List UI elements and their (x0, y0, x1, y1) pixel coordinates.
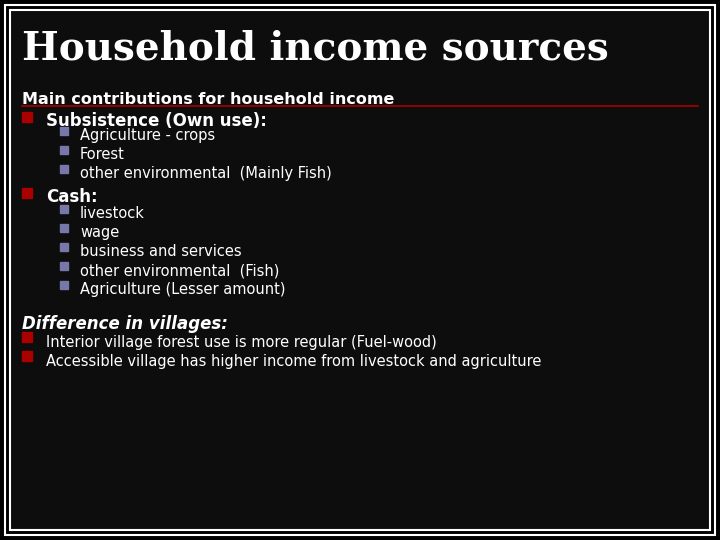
Bar (60, 165, 68, 173)
Text: Interior village forest use is more regular (Fuel-wood): Interior village forest use is more regu… (46, 335, 437, 350)
Bar (22, 332, 32, 342)
Bar (60, 205, 68, 213)
Bar (60, 146, 68, 154)
Bar (60, 127, 68, 135)
Text: business and services: business and services (80, 244, 242, 259)
Text: Difference in villages:: Difference in villages: (22, 315, 228, 333)
Text: Main contributions for household income: Main contributions for household income (22, 92, 395, 107)
Bar (22, 188, 32, 198)
Text: Cash:: Cash: (46, 188, 98, 206)
Text: other environmental  (Fish): other environmental (Fish) (80, 263, 279, 278)
Bar (60, 243, 68, 251)
Text: wage: wage (80, 225, 120, 240)
Bar (22, 112, 32, 122)
Text: Agriculture (Lesser amount): Agriculture (Lesser amount) (80, 282, 286, 297)
Text: Agriculture - crops: Agriculture - crops (80, 128, 215, 143)
Bar (60, 224, 68, 232)
Text: Household income sources: Household income sources (22, 30, 608, 68)
Text: Forest: Forest (80, 147, 125, 162)
Bar (60, 262, 68, 270)
Text: livestock: livestock (80, 206, 145, 221)
FancyBboxPatch shape (5, 5, 715, 535)
FancyBboxPatch shape (10, 10, 710, 530)
Text: Subsistence (Own use):: Subsistence (Own use): (46, 112, 267, 130)
Bar (60, 281, 68, 289)
Text: other environmental  (Mainly Fish): other environmental (Mainly Fish) (80, 166, 332, 181)
Bar (22, 351, 32, 361)
Text: Accessible village has higher income from livestock and agriculture: Accessible village has higher income fro… (46, 354, 541, 369)
